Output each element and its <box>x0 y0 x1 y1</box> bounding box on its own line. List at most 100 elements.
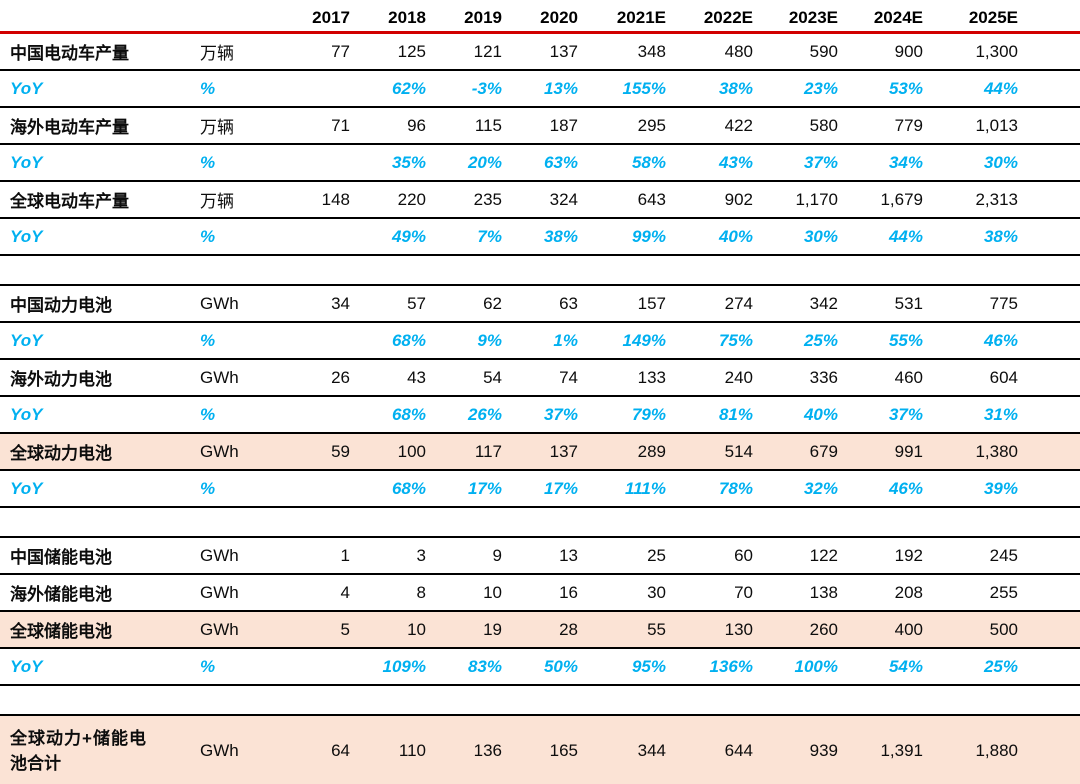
row-unit: % <box>192 217 276 256</box>
value-cell: 5 <box>276 610 352 649</box>
value-cell: 54 <box>428 358 504 397</box>
value-cell: 480 <box>668 31 755 71</box>
section-spacer-row <box>0 507 1080 537</box>
value-cell: 100 <box>352 432 428 471</box>
value-cell: 902 <box>668 180 755 219</box>
value-cell: 590 <box>755 31 840 71</box>
yoy-value-cell: 58% <box>580 143 668 182</box>
value-cell: 274 <box>668 284 755 323</box>
yoy-value-cell: 26% <box>428 395 504 434</box>
value-cell: 130 <box>668 610 755 649</box>
yoy-value-cell: 155% <box>580 69 668 108</box>
value-cell: 110 <box>352 714 428 784</box>
value-cell: 779 <box>840 106 925 145</box>
value-cell: 208 <box>840 573 925 612</box>
year-header: 2021E <box>580 0 668 34</box>
row-label: 中国电动车产量 <box>0 31 192 71</box>
yoy-value-cell: 62% <box>352 69 428 108</box>
yoy-value-cell: 54% <box>840 647 925 686</box>
value-cell: 500 <box>925 610 1080 649</box>
value-cell: 1,170 <box>755 180 840 219</box>
value-cell: 16 <box>504 573 580 612</box>
yoy-value-cell: 7% <box>428 217 504 256</box>
value-cell: 644 <box>668 714 755 784</box>
value-cell: 59 <box>276 432 352 471</box>
yoy-row: YoY% 62% -3% 13% 155% 38% 23% 53% 44% <box>0 69 1080 108</box>
value-cell: 96 <box>352 106 428 145</box>
yoy-value-cell <box>276 69 352 108</box>
value-cell: 26 <box>276 358 352 397</box>
row-label: 全球电动车产量 <box>0 180 192 219</box>
value-cell: 74 <box>504 358 580 397</box>
yoy-value-cell: 43% <box>668 143 755 182</box>
year-header: 2017 <box>276 0 352 34</box>
yoy-value-cell: 109% <box>352 647 428 686</box>
row-label: 海外动力电池 <box>0 358 192 397</box>
metric-row: 全球动力电池 GWh 59 100 117 137 289 514 679 991 1,380 <box>0 432 1080 471</box>
value-cell: 13 <box>504 536 580 575</box>
row-label: 中国储能电池 <box>0 536 192 575</box>
value-cell: 1,391 <box>840 714 925 784</box>
value-cell: 165 <box>504 714 580 784</box>
yoy-value-cell: 44% <box>840 217 925 256</box>
value-cell: 34 <box>276 284 352 323</box>
value-cell: 939 <box>755 714 840 784</box>
value-cell: 70 <box>668 573 755 612</box>
table-body: 中国电动车产量 万辆 77 125 121 137 348 480 590 900 1,300 YoY… <box>0 31 1080 784</box>
value-cell: 28 <box>504 610 580 649</box>
value-cell: 137 <box>504 432 580 471</box>
value-cell: 115 <box>428 106 504 145</box>
value-cell: 136 <box>428 714 504 784</box>
metric-row: 全球储能电池 GWh 5 10 19 28 55 130 260 400 500 <box>0 610 1080 649</box>
value-cell: 137 <box>504 31 580 71</box>
yoy-value-cell: 83% <box>428 647 504 686</box>
row-label: YoY <box>0 647 192 686</box>
metric-row: 中国动力电池 GWh 34 57 62 63 157 274 342 531 775 <box>0 284 1080 323</box>
yoy-value-cell: 37% <box>840 395 925 434</box>
metric-row: 海外电动车产量 万辆 71 96 115 187 295 422 580 779 1,013 <box>0 106 1080 145</box>
value-cell: 531 <box>840 284 925 323</box>
value-cell: 514 <box>668 432 755 471</box>
row-unit: GWh <box>192 284 276 323</box>
row-unit: GWh <box>192 358 276 397</box>
value-cell: 991 <box>840 432 925 471</box>
value-cell: 4 <box>276 573 352 612</box>
yoy-value-cell: 25% <box>925 647 1080 686</box>
value-cell: 1,380 <box>925 432 1080 471</box>
yoy-value-cell: 68% <box>352 395 428 434</box>
row-label: 全球储能电池 <box>0 610 192 649</box>
row-unit: GWh <box>192 573 276 612</box>
yoy-value-cell: 40% <box>668 217 755 256</box>
header-unit-blank <box>192 0 276 34</box>
row-label: 全球动力+储能电池合计 <box>0 714 192 784</box>
year-header: 2020 <box>504 0 580 34</box>
value-cell: 348 <box>580 31 668 71</box>
yoy-value-cell: 25% <box>755 321 840 360</box>
row-label: YoY <box>0 217 192 256</box>
yoy-value-cell <box>276 217 352 256</box>
yoy-value-cell: 30% <box>925 143 1080 182</box>
row-label: YoY <box>0 395 192 434</box>
value-cell: 240 <box>668 358 755 397</box>
row-unit: % <box>192 395 276 434</box>
value-cell: 60 <box>668 536 755 575</box>
yoy-value-cell: 1% <box>504 321 580 360</box>
row-label-text: 全球动力+储能电池合计 <box>10 729 146 773</box>
value-cell: 775 <box>925 284 1080 323</box>
value-cell: 62 <box>428 284 504 323</box>
value-cell: 77 <box>276 31 352 71</box>
yoy-value-cell: 37% <box>504 395 580 434</box>
row-label: 中国动力电池 <box>0 284 192 323</box>
value-cell: 422 <box>668 106 755 145</box>
yoy-value-cell: 23% <box>755 69 840 108</box>
yoy-value-cell: 38% <box>668 69 755 108</box>
yoy-value-cell: 40% <box>755 395 840 434</box>
yoy-value-cell: 100% <box>755 647 840 686</box>
row-unit: 万辆 <box>192 180 276 219</box>
value-cell: 245 <box>925 536 1080 575</box>
row-unit: % <box>192 647 276 686</box>
section-spacer-row <box>0 255 1080 285</box>
yoy-value-cell: -3% <box>428 69 504 108</box>
value-cell: 2,313 <box>925 180 1080 219</box>
yoy-value-cell: 30% <box>755 217 840 256</box>
